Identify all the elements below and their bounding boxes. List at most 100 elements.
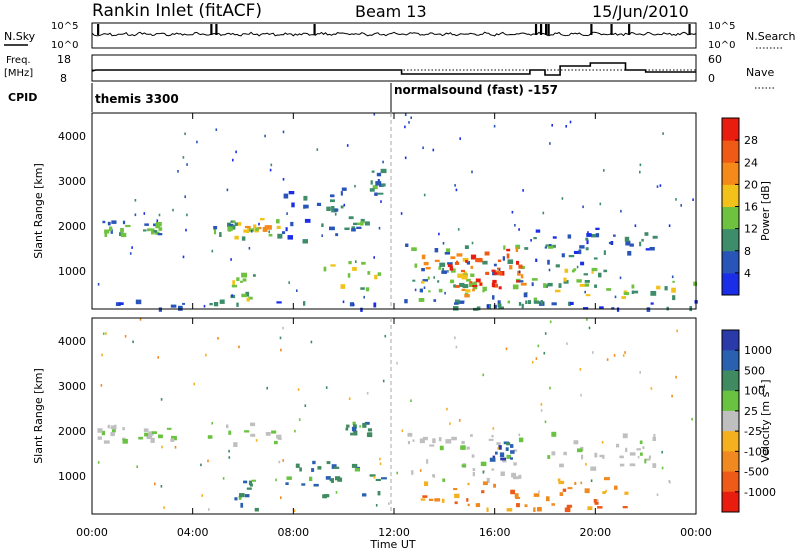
sky-right-tick-bottom: 10^0 bbox=[708, 40, 735, 51]
echo-cell bbox=[177, 170, 179, 173]
echo-cell bbox=[648, 455, 651, 459]
echo-cell bbox=[551, 244, 556, 248]
time-tick-label: 00:00 bbox=[76, 526, 108, 539]
echo-cell bbox=[209, 303, 213, 306]
echo-cell bbox=[597, 499, 599, 502]
echo-cell bbox=[144, 432, 150, 437]
echo-cell bbox=[441, 498, 445, 503]
freq-left-label-1: Freq. bbox=[6, 55, 31, 66]
echo-cell bbox=[425, 266, 431, 270]
echo-cell bbox=[525, 300, 528, 304]
echo-cell bbox=[522, 189, 524, 192]
echo-cell bbox=[661, 450, 663, 454]
power-range-tick-2000: 2000 bbox=[58, 220, 86, 233]
echo-cell bbox=[236, 222, 240, 225]
echo-cell bbox=[623, 290, 628, 294]
echo-cell bbox=[578, 249, 582, 255]
echo-cell bbox=[442, 242, 445, 245]
echo-cell bbox=[266, 386, 268, 390]
echo-cell bbox=[518, 270, 521, 274]
echo-cell bbox=[276, 225, 281, 229]
echo-cell bbox=[533, 237, 537, 240]
echo-cell bbox=[514, 493, 519, 498]
echo-cell bbox=[639, 241, 642, 247]
echo-cell bbox=[624, 491, 629, 495]
echo-cell bbox=[213, 229, 217, 235]
echo-cell bbox=[410, 116, 412, 119]
echo-cell bbox=[491, 435, 494, 438]
echo-cell bbox=[234, 235, 239, 240]
echo-cell bbox=[184, 195, 186, 198]
echo-cell bbox=[232, 280, 235, 285]
echo-cell bbox=[228, 449, 230, 453]
echo-cell bbox=[285, 482, 289, 485]
echo-cell bbox=[548, 268, 551, 272]
echo-cell bbox=[243, 480, 248, 484]
echo-cell bbox=[321, 234, 323, 237]
echo-cell bbox=[593, 499, 597, 503]
power-colorbar-segment bbox=[722, 184, 739, 207]
echo-cell bbox=[513, 449, 518, 452]
echo-cell bbox=[498, 306, 504, 309]
echo-cell bbox=[491, 269, 496, 272]
echo-cell bbox=[587, 231, 589, 234]
echo-cell bbox=[330, 194, 335, 198]
echo-cell bbox=[466, 261, 470, 265]
echo-cell bbox=[497, 303, 502, 308]
freq-left-tick-top: 18 bbox=[57, 53, 71, 66]
echo-cell bbox=[676, 329, 678, 333]
echo-cell bbox=[482, 481, 488, 486]
echo-cell bbox=[193, 382, 195, 386]
echo-cell bbox=[486, 304, 489, 308]
echo-cell bbox=[439, 445, 444, 451]
power-colorbar-segment bbox=[722, 272, 739, 296]
echo-cell bbox=[462, 258, 469, 262]
echo-cell bbox=[595, 233, 600, 238]
echo-cell bbox=[493, 263, 497, 267]
echo-cell bbox=[157, 233, 163, 236]
echo-cell bbox=[433, 276, 435, 279]
echo-cell bbox=[594, 452, 598, 458]
echo-cell bbox=[661, 466, 664, 470]
echo-cell bbox=[340, 284, 346, 289]
echo-cell bbox=[426, 459, 429, 464]
echo-cell bbox=[240, 502, 244, 508]
echo-cell bbox=[348, 397, 351, 400]
echo-cell bbox=[594, 501, 599, 505]
velocity-colorbar-segment bbox=[722, 410, 739, 432]
echo-cell bbox=[509, 265, 513, 270]
echo-cell bbox=[404, 156, 407, 160]
echo-cell bbox=[640, 452, 643, 456]
echo-cell bbox=[458, 419, 461, 422]
power-colorbar-tick-label: 16 bbox=[744, 201, 758, 214]
echo-cell bbox=[513, 476, 519, 480]
echo-cell bbox=[274, 440, 278, 445]
echo-cell bbox=[201, 494, 203, 497]
echo-cell bbox=[433, 299, 437, 302]
echo-cell bbox=[434, 498, 441, 502]
echo-cell bbox=[429, 444, 435, 447]
echo-cell bbox=[506, 508, 513, 512]
echo-cell bbox=[355, 260, 357, 263]
echo-cell bbox=[441, 270, 447, 274]
echo-cell bbox=[692, 198, 694, 201]
echo-cell bbox=[567, 234, 572, 239]
echo-cell bbox=[369, 474, 376, 477]
echo-cell bbox=[450, 256, 456, 260]
echo-cell bbox=[507, 259, 514, 264]
sky-noise-spikes bbox=[97, 24, 691, 35]
echo-cell bbox=[468, 282, 475, 287]
sky-spike bbox=[97, 24, 100, 35]
echo-cell bbox=[470, 265, 474, 269]
echo-cell bbox=[374, 274, 378, 280]
echo-cell bbox=[588, 326, 591, 330]
echo-cell bbox=[432, 438, 436, 444]
echo-cell bbox=[250, 422, 256, 427]
echo-cell bbox=[459, 137, 461, 140]
echo-cell bbox=[182, 302, 185, 305]
echo-cell bbox=[585, 247, 589, 251]
echo-cell bbox=[147, 228, 151, 232]
echo-cell bbox=[185, 228, 187, 232]
echo-cell bbox=[625, 240, 631, 246]
echo-cell bbox=[517, 280, 524, 283]
